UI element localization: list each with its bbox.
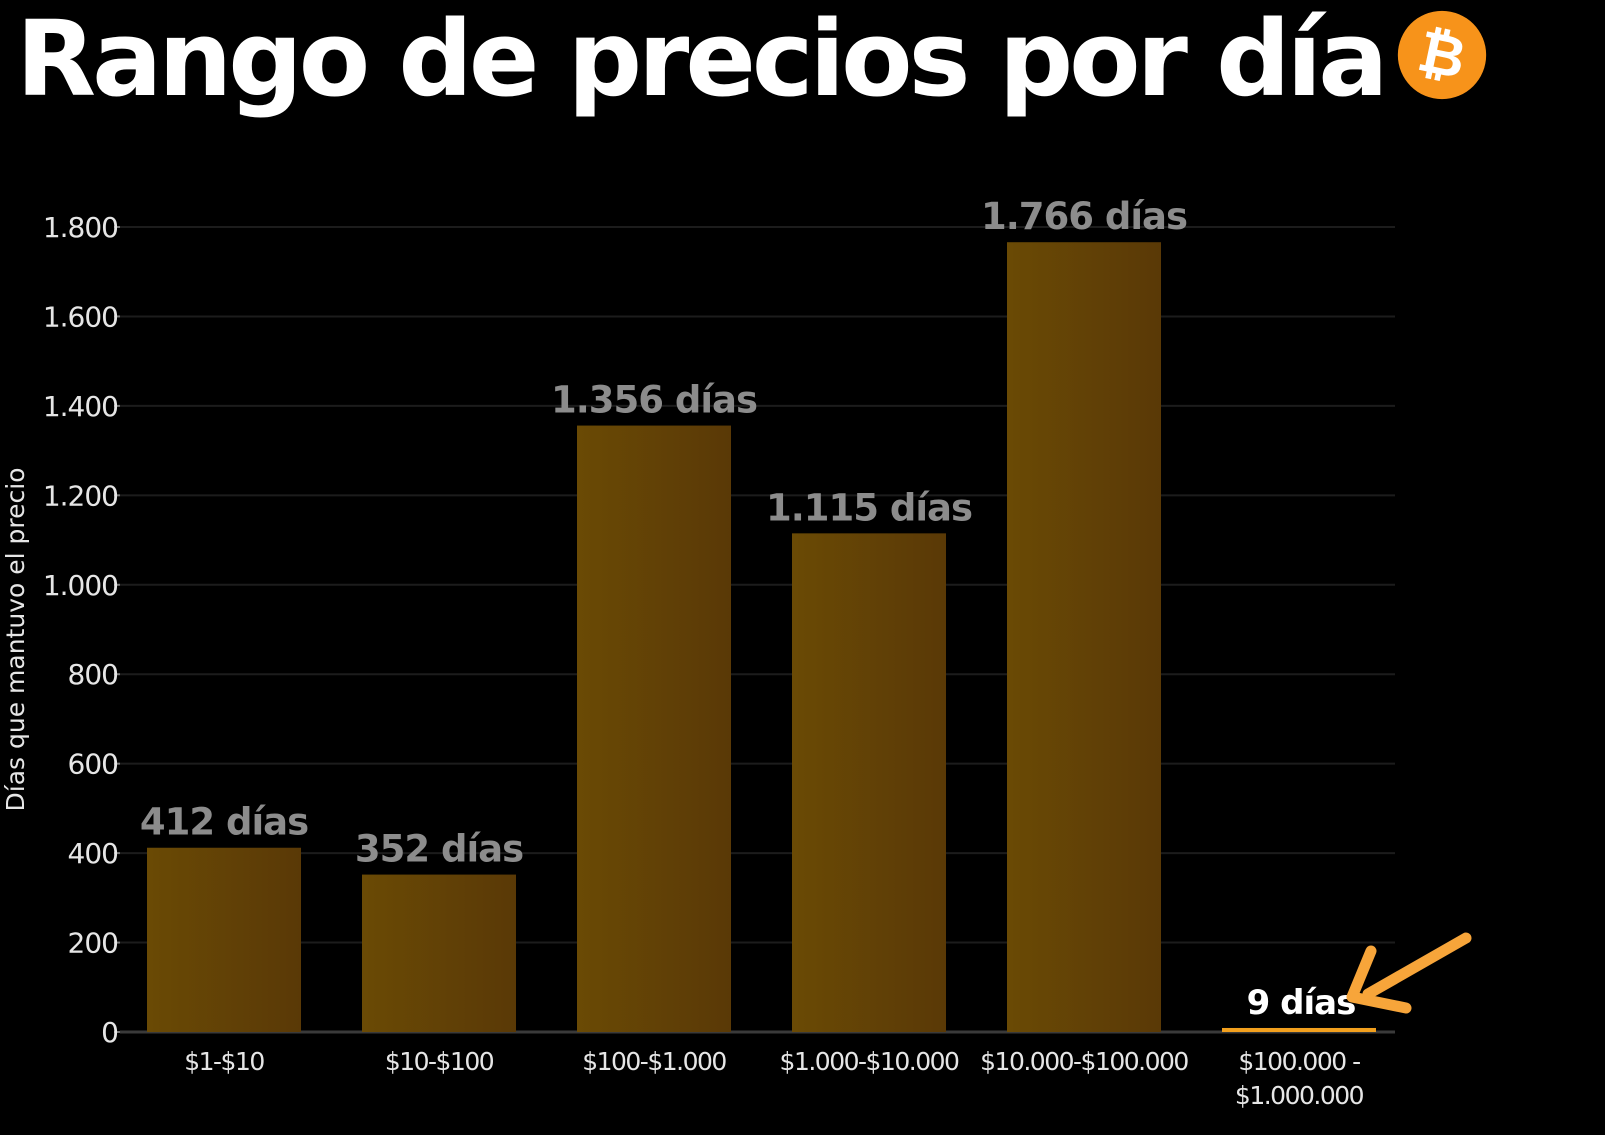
title-row: Rango de precios por día ₿ [16,2,1488,116]
y-tick-label: 400 [68,837,118,870]
y-tick-label: 1.800 [43,211,118,244]
x-tick-label: $1.000-$10.000 [780,1047,959,1076]
y-tick-label: 1.600 [43,300,118,333]
bar [577,425,731,1033]
bar [1007,242,1161,1032]
arrow-head [1346,945,1412,1014]
x-tick-label: $100.000 - [1238,1047,1360,1076]
y-tick-label: 1.400 [43,390,118,423]
data-label: 1.115 días [766,486,972,529]
y-tick-label: 800 [68,658,118,691]
data-label: 9 días [1247,983,1356,1023]
page-title: Rango de precios por día [16,0,1388,120]
bar [147,847,301,1032]
x-tick-label: $10-$100 [385,1047,494,1076]
data-label: 1.356 días [551,379,757,422]
arrow-shaft [1362,932,1472,1000]
y-tick-label: 1.200 [43,479,118,512]
data-label: 412 días [140,801,308,844]
x-tick-label: $1.000.000 [1235,1081,1364,1110]
bar [1222,1027,1376,1032]
y-tick-label: 600 [68,748,118,781]
bar [792,533,946,1032]
x-tick-label: $10.000-$100.000 [980,1047,1188,1076]
x-tick-label: $1-$10 [184,1047,264,1076]
y-tick-label: 1.000 [43,569,118,602]
data-label: 352 días [355,828,523,871]
y-axis-title: Días que mantuvo el precio [1,468,30,812]
data-label: 1.766 días [981,195,1187,238]
bitcoin-icon: ₿ [1398,11,1487,100]
x-tick-label: $100-$1.000 [582,1047,726,1076]
y-tick-label: 200 [68,927,118,960]
arrow-pointing-icon [1346,932,1472,1014]
bar [362,874,516,1032]
y-tick-label: 0 [101,1016,118,1049]
